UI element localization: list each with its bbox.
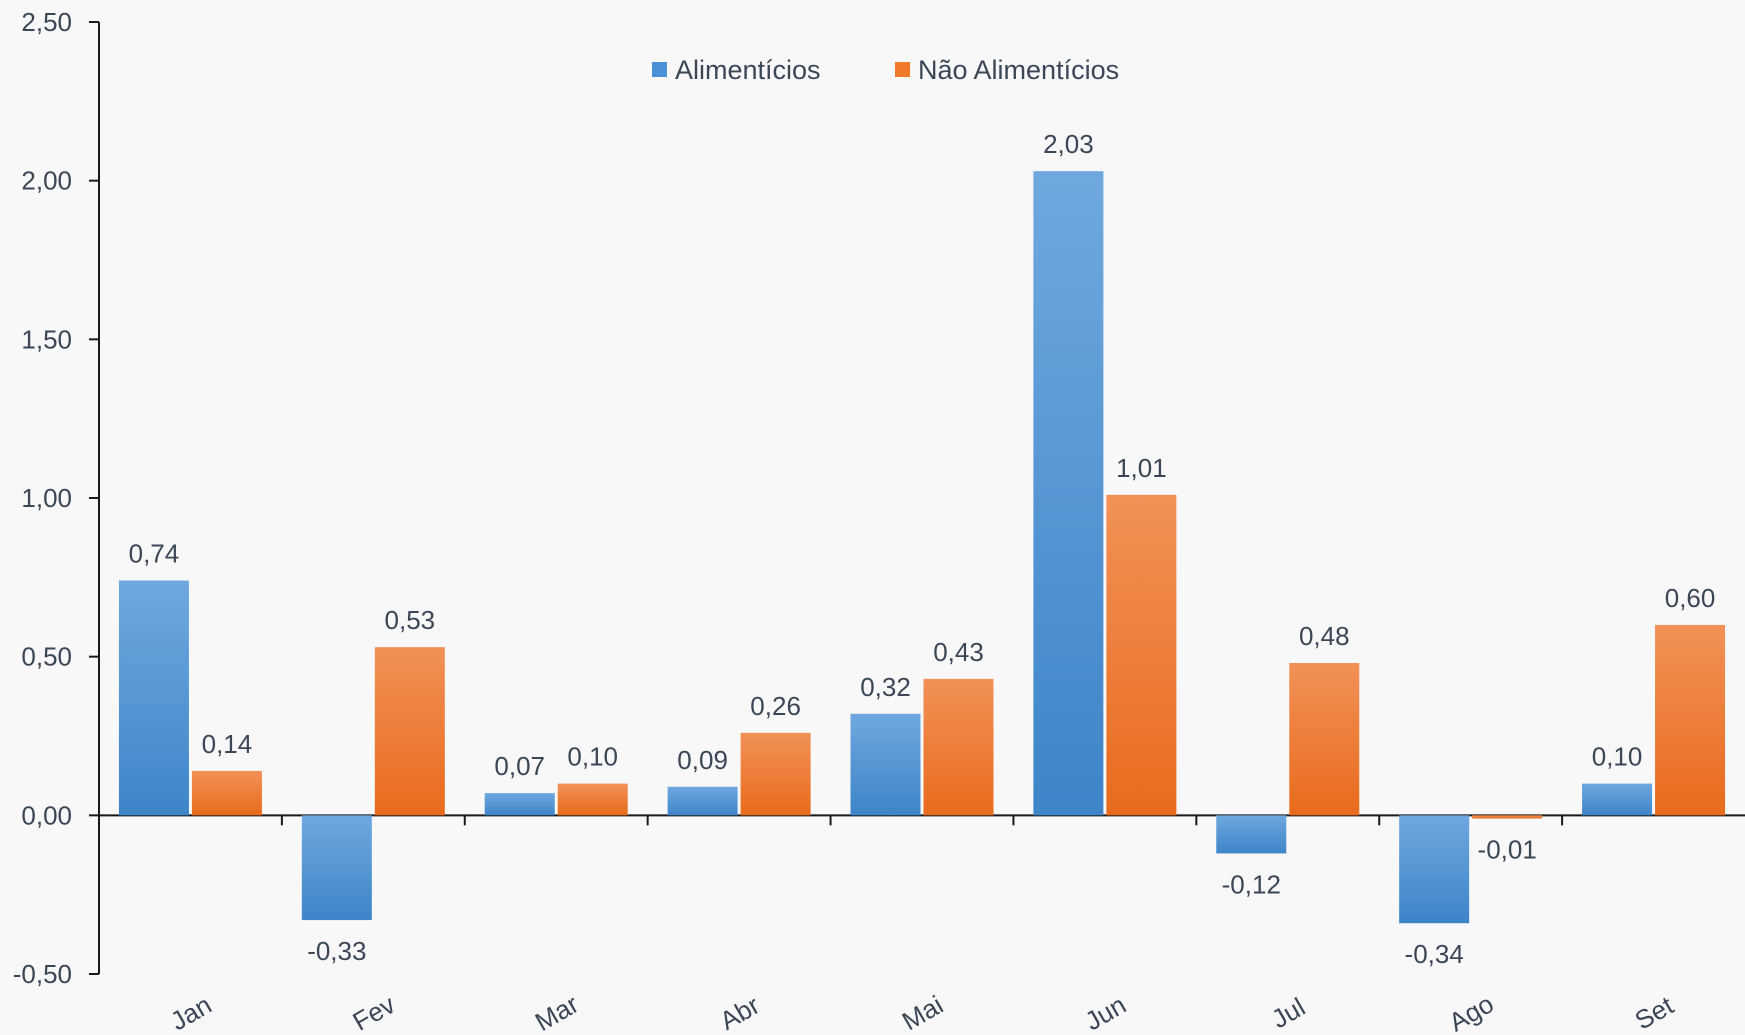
data-label: 0,60 [1665, 583, 1716, 613]
data-label: 0,14 [202, 729, 253, 759]
x-tick-label: Mar [530, 989, 584, 1035]
bar-alimenticios-set [1582, 783, 1653, 816]
bar-nao-alimenticios-jun [1106, 494, 1177, 816]
bar-alimenticios-fev [301, 815, 372, 921]
y-tick-label: 1,50 [21, 324, 72, 354]
y-tick-label: 2,00 [21, 166, 72, 196]
data-label: 0,53 [385, 605, 436, 635]
data-label: -0,34 [1405, 939, 1464, 969]
bars [118, 171, 1726, 924]
y-tick-label: 1,00 [21, 483, 72, 513]
legend: Alimentícios Não Alimentícios [652, 55, 1119, 85]
data-label: 0,26 [750, 691, 801, 721]
x-tick-label: Jun [1080, 989, 1131, 1035]
bar-alimenticios-abr [667, 786, 738, 816]
x-tick-label: Set [1630, 990, 1679, 1035]
bar-alimenticios-mai [850, 713, 921, 816]
data-label: 0,32 [860, 672, 911, 702]
x-tick-label: Fev [348, 989, 401, 1035]
data-label: 0,10 [1592, 742, 1643, 772]
bar-nao-alimenticios-jan [191, 770, 262, 816]
legend-label-nao-alimenticios: Não Alimentícios [918, 55, 1119, 85]
y-tick-label: -0,50 [13, 959, 72, 989]
y-tick-label: 0,00 [21, 800, 72, 830]
bar-alimenticios-ago [1399, 815, 1470, 924]
x-tick-label: Mai [897, 989, 948, 1035]
y-axis: 2,50 2,00 1,50 1,00 0,50 0,00 -0,50 [13, 7, 100, 989]
data-label: 0,10 [567, 742, 618, 772]
data-label: -0,01 [1478, 835, 1537, 865]
data-label: 0,43 [933, 637, 984, 667]
bar-nao-alimenticios-fev [374, 647, 445, 816]
bar-alimenticios-jan [118, 580, 189, 816]
x-tick-label: Abr [715, 990, 765, 1035]
data-label: -0,33 [307, 936, 366, 966]
bar-alimenticios-jun [1033, 171, 1104, 816]
bar-alimenticios-mar [484, 793, 555, 816]
data-label: 0,09 [677, 745, 728, 775]
data-label: 2,03 [1043, 129, 1094, 159]
x-tick-label: Jul [1266, 992, 1310, 1035]
bar-nao-alimenticios-abr [740, 732, 811, 816]
bar-nao-alimenticios-ago [1472, 815, 1543, 819]
legend-label-alimenticios: Alimentícios [675, 55, 821, 85]
x-tick-label: Jan [165, 989, 216, 1035]
bar-nao-alimenticios-mai [923, 678, 994, 816]
data-label: -0,12 [1222, 869, 1281, 899]
bar-nao-alimenticios-mar [557, 783, 628, 816]
legend-swatch-alimenticios [652, 62, 667, 77]
legend-swatch-nao-alimenticios [895, 62, 910, 77]
data-label: 0,07 [494, 751, 545, 781]
data-label: 0,48 [1299, 621, 1350, 651]
bar-nao-alimenticios-set [1655, 624, 1726, 816]
bar-nao-alimenticios-jul [1289, 663, 1360, 816]
y-tick-label: 2,50 [21, 7, 72, 37]
y-tick-label: 0,50 [21, 642, 72, 672]
bar-alimenticios-jul [1216, 815, 1287, 854]
data-labels: 0,74 0,14 -0,33 0,53 0,07 0,10 0,09 0,26 0,32 0,4… [129, 129, 1716, 969]
data-label: 1,01 [1116, 453, 1167, 483]
data-label: 0,74 [129, 539, 180, 569]
x-tick-label: Ago [1444, 988, 1499, 1035]
